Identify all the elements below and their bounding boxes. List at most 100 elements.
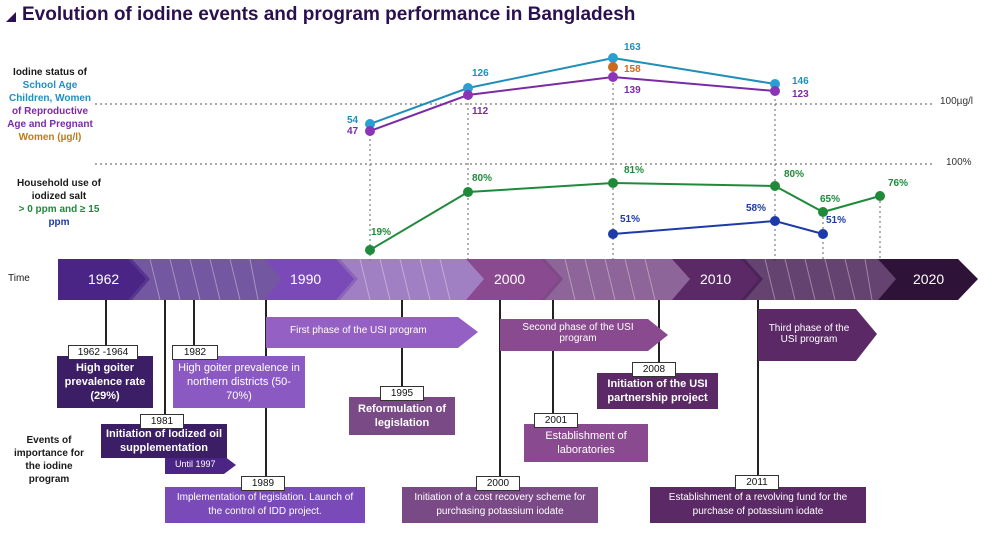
household-line-3: > 0 ppm and ≥ 15: [18, 204, 100, 215]
point-women-2005: [608, 72, 618, 82]
value-women-2005: 139: [624, 85, 641, 96]
value-children-2005: 163: [624, 42, 641, 53]
timeline: [58, 258, 978, 301]
value-gt0-2014: 65%: [820, 194, 841, 205]
timeline-label-1990: 1990: [290, 271, 322, 287]
event-year-1981: 1981: [140, 414, 184, 429]
events-line-4: program: [28, 474, 70, 485]
point-women-1999: [463, 90, 473, 100]
chart-series-children: [365, 53, 780, 129]
value-gt0-1993: 19%: [371, 227, 392, 238]
event-year-1962: 1962 -1964: [68, 345, 138, 360]
events-line-3: the iodine: [25, 461, 73, 472]
point-children-2011: [770, 79, 780, 89]
event-year-1995: 1995: [380, 386, 424, 401]
until-1997-label: Until 1997: [175, 459, 216, 469]
phase-2-label: Second phase of the USI program: [522, 322, 634, 344]
events-line-2: importance for: [14, 448, 85, 459]
iodine-status-line-3: Children, Women: [8, 93, 92, 104]
event-box-1962: High goiter prevalence rate (29%): [57, 356, 153, 408]
value-ge15-2005: 51%: [620, 214, 641, 225]
household-line-4: ppm: [48, 217, 70, 228]
title-block: Evolution of iodine events and program p…: [6, 4, 635, 26]
value-children-2011: 146: [792, 76, 809, 87]
point-gt0-1999: [463, 187, 473, 197]
phase-1-label: First phase of the USI program: [290, 325, 427, 336]
event-year-2011: 2011: [735, 475, 779, 490]
point-gt0-2017: [875, 191, 885, 201]
event-box-2001: Establishment of laboratories: [524, 424, 648, 462]
point-gt0-2011: [770, 181, 780, 191]
value-gt0-1999: 80%: [472, 173, 493, 184]
chart-series-women: [365, 72, 780, 136]
point-ge15-2014: [818, 229, 828, 239]
events-label: Events of importance for the iodine prog…: [14, 434, 84, 486]
iodine-status-line-2: School Age: [22, 80, 78, 91]
event-box-1989: Implementation of legislation. Launch of…: [165, 487, 365, 523]
timeline-segment-2010: [672, 259, 763, 300]
point-gt0-2014: [818, 207, 828, 217]
event-year-2008: 2008: [632, 362, 676, 377]
value-gt0-2011: 80%: [784, 169, 805, 180]
time-label: Time: [8, 273, 30, 284]
timeline-label-1962: 1962: [88, 271, 120, 287]
point-ge15-2011: [770, 216, 780, 226]
event-year-1982: 1982: [172, 345, 218, 360]
timeline-segment-b: [336, 259, 488, 300]
iodine-status-line-5: Age and Pregnant: [7, 119, 93, 130]
events-line-1: Events of: [26, 435, 72, 446]
value-pregnant-2005: 158: [624, 64, 641, 75]
household-label: Household use of iodized salt > 0 ppm an…: [4, 177, 114, 229]
phase-2-arrow: [500, 319, 668, 351]
phase-3-arrow: [758, 309, 877, 361]
timeline-segment-a: [128, 259, 286, 300]
value-ge15-2011: 58%: [746, 203, 767, 214]
event-year-1989: 1989: [241, 476, 285, 491]
iodine-status-line-4: of Reproductive: [11, 106, 89, 117]
event-year-2000: 2000: [476, 476, 520, 491]
event-box-1982: High goiter prevalence in northern distr…: [173, 356, 305, 408]
event-box-2000: Initiation of a cost recovery scheme for…: [402, 487, 598, 523]
household-reference-label: 100%: [946, 157, 972, 168]
point-ge15-2005: [608, 229, 618, 239]
iodine-status-line-6: Women (µg/l): [18, 132, 82, 143]
value-gt0-2017: 76%: [888, 178, 909, 189]
household-line-1: Household use of: [17, 178, 101, 189]
event-year-2001: 2001: [534, 413, 578, 428]
point-pregnant-2005: [608, 62, 618, 72]
point-gt0-1993: [365, 245, 375, 255]
timeline-segment-2000: [466, 259, 563, 300]
iodine-status-label: Iodine status of School Age Children, Wo…: [4, 66, 96, 144]
event-box-2011: Establishment of a revolving fund for th…: [650, 487, 866, 523]
timeline-segment-2020: [878, 259, 978, 300]
chart-series-gt0: [365, 178, 885, 255]
point-women-2011: [770, 86, 780, 96]
point-women-1993: [365, 126, 375, 136]
until-1997-arrow: [165, 456, 236, 474]
timeline-segment-c: [541, 259, 694, 300]
event-box-1995: Reformulation of legislation: [349, 397, 455, 435]
point-children-1993: [365, 119, 375, 129]
point-children-2005: [608, 53, 618, 63]
phase-1-arrow: [266, 317, 478, 348]
page-title: Evolution of iodine events and program p…: [22, 4, 636, 25]
value-women-1999: 112: [472, 106, 489, 117]
iodine-status-line-1: Iodine status of: [13, 67, 87, 78]
timeline-label-2000: 2000: [494, 271, 526, 287]
iodine-reference-label: 100µg/l: [940, 96, 974, 107]
point-children-1999: [463, 83, 473, 93]
chart-series-ge15: [608, 216, 828, 239]
value-gt0-2005: 81%: [624, 165, 645, 176]
title-marker-icon: [6, 12, 16, 22]
timeline-segment-1962: [58, 259, 150, 300]
value-women-1993: 47: [347, 126, 359, 137]
phase-3-label: Third phase of the USI program: [768, 323, 850, 345]
timeline-label-2010: 2010: [700, 271, 732, 287]
value-children-1999: 126: [472, 68, 489, 79]
household-line-2: iodized salt: [31, 191, 87, 202]
point-gt0-2005: [608, 178, 618, 188]
timeline-segment-1990: [264, 259, 358, 300]
event-box-1981: Initiation of Iodized oil supplementatio…: [101, 424, 227, 458]
value-children-1993: 54: [347, 115, 359, 126]
